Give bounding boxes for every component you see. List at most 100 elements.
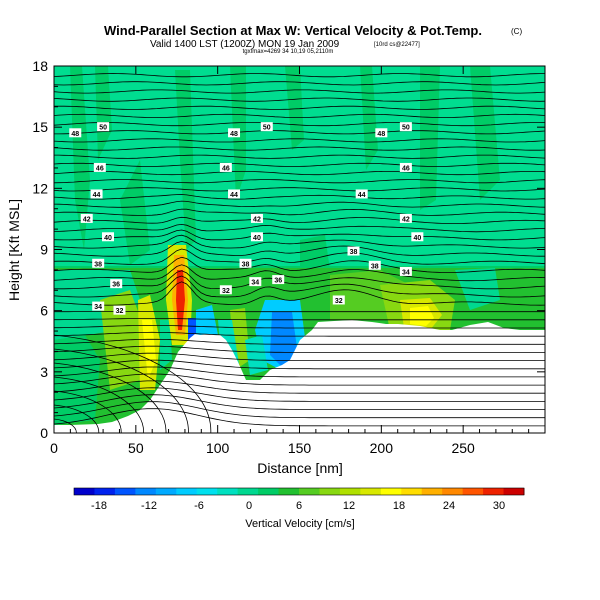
theta-contour-labels: 50 50 50 48 48 48 46 46 46 44 44 44 42 42 42 40 40 40 38 38…	[69, 122, 424, 315]
isentrope-line	[54, 366, 545, 378]
isentrope-line	[54, 89, 545, 94]
colorbar-tick-label: 6	[296, 500, 302, 512]
isentrope-line	[54, 325, 545, 329]
colorbar-swatch	[258, 488, 280, 495]
x-tick-label: 250	[451, 440, 475, 456]
contour-label-box	[102, 232, 115, 242]
colorbar-swatch	[299, 488, 320, 495]
updraft-band-8	[470, 66, 500, 200]
contour-label-box	[399, 162, 412, 172]
contour-label: 40	[253, 235, 261, 242]
lee-updraft-core	[410, 306, 434, 326]
x-axis-label: Distance [nm]	[257, 460, 343, 476]
contour-label-box	[97, 122, 110, 132]
colorbar-label: Vertical Velocity [cm/s]	[245, 518, 354, 530]
isentrope-line	[54, 401, 545, 419]
fine-print: tgxfmax=4269 34 10,19 05,2110m	[243, 49, 334, 55]
updraft-band-upper	[70, 66, 90, 250]
colorbar-swatch	[176, 488, 198, 495]
isentrope-line	[54, 200, 545, 208]
colorbar-swatch	[319, 488, 341, 495]
contour-label: 32	[222, 288, 230, 295]
contour-label: 50	[402, 125, 410, 132]
colorbar-swatch	[380, 488, 402, 495]
colorbar-swatch	[483, 488, 505, 495]
isentrope-line	[54, 154, 545, 159]
colorbar-swatch	[155, 488, 177, 495]
colorbar-swatch	[421, 488, 443, 495]
y-tick-label: 6	[40, 303, 48, 319]
contour-label-box	[90, 189, 103, 199]
contour-label-box	[399, 266, 412, 276]
isentrope-line	[54, 380, 545, 394]
isentrope-line	[54, 113, 545, 118]
y-tick-label: 18	[32, 58, 48, 74]
isentrope-line	[54, 223, 545, 233]
isentrope-line	[54, 171, 545, 176]
isentrope-line	[54, 216, 545, 224]
contour-label: 38	[371, 263, 379, 270]
y-tick-label: 15	[32, 119, 48, 135]
colorbar-swatch	[114, 488, 136, 495]
x-tick-label: 0	[50, 440, 58, 456]
contour-label: 48	[230, 131, 238, 138]
updraft-yellow-core	[142, 320, 156, 380]
contour-label: 44	[93, 192, 101, 199]
y-axis-label: Height [Kft MSL]	[6, 199, 22, 301]
isentrope-line	[54, 331, 545, 337]
colorbar-swatch	[217, 488, 239, 495]
contour-label: 48	[71, 131, 79, 138]
colorbar-tick-label: -12	[141, 500, 157, 512]
contour-label: 38	[242, 261, 250, 268]
contour-label: 50	[263, 125, 271, 132]
contour-label-box	[219, 285, 232, 295]
isentrope-arc	[54, 418, 77, 433]
contour-label-box	[260, 122, 273, 132]
contour-label: 50	[99, 125, 107, 132]
contour-label-box	[272, 275, 285, 285]
isentrope-line	[54, 234, 545, 249]
contour-label-box	[368, 260, 381, 270]
isentrope-line	[54, 281, 545, 306]
isentrope-line	[54, 240, 545, 257]
title-mark: (C)	[511, 27, 522, 36]
isentrope-arc	[54, 348, 189, 433]
isentrope-arc	[54, 362, 167, 433]
colorbar-swatch	[135, 488, 157, 495]
updraft-band-9	[120, 160, 150, 265]
colorbar-swatch	[360, 488, 382, 495]
isentrope-line	[54, 179, 545, 184]
isentrope-line	[54, 130, 545, 135]
isentrope-line	[54, 122, 545, 127]
isentrope-line	[54, 81, 545, 86]
colorbar-tick-label: 30	[493, 500, 505, 512]
contour-label: 46	[96, 165, 104, 172]
isentrope-arc	[54, 390, 122, 433]
mountain-wave-updraft-core	[176, 270, 185, 330]
downdraft-cyan-4	[245, 335, 268, 375]
updraft-band-4	[95, 66, 112, 160]
chart-subtitle: Valid 1400 LST (1200Z) MON 19 Jan 2009	[150, 39, 340, 50]
x-tick-label: 150	[288, 440, 312, 456]
isentrope-line	[54, 97, 545, 102]
contour-label-box	[228, 189, 241, 199]
isentrope-arc	[54, 376, 145, 433]
isentrope-line	[54, 73, 545, 78]
colorbar-frame	[73, 487, 525, 496]
isentrope-line	[54, 387, 545, 402]
plot-area: 50 50 50 48 48 48 46 46 46 44 44 44 42 42 42 40 40 40 38 38…	[54, 66, 545, 433]
isentrope-line	[54, 208, 545, 216]
contour-label-box	[355, 189, 368, 199]
colorbar-tick-label: 18	[393, 500, 405, 512]
colorbar-tick-label: 24	[443, 500, 455, 512]
contour-label-box	[69, 128, 82, 138]
contour-label-box	[92, 301, 105, 311]
x-tick-label: 100	[206, 440, 230, 456]
contour-label-box	[92, 258, 105, 268]
contour-label: 38	[94, 261, 102, 268]
colorbar-tick-label: -6	[194, 500, 204, 512]
contour-label-box	[250, 232, 263, 242]
contour-label-box	[347, 246, 360, 256]
colorbar-swatch	[339, 488, 361, 495]
